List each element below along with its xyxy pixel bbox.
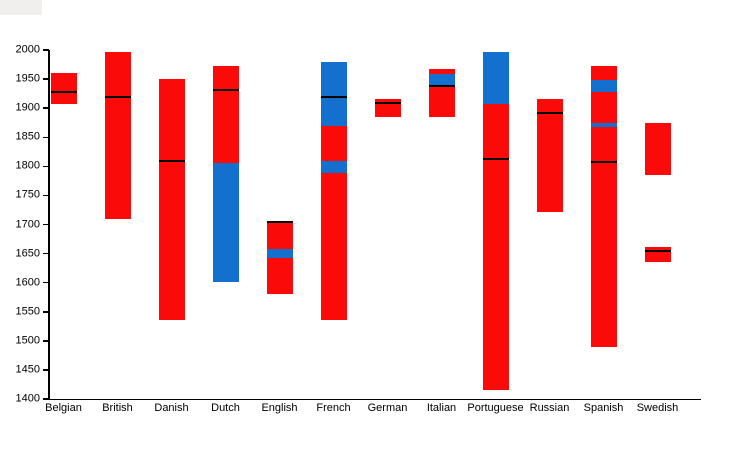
- bar-segment-french-red: [320, 172, 347, 321]
- bar-segment-french-blue: [320, 61, 347, 127]
- y-tick-1650: [43, 252, 49, 255]
- bar-segment-english-red: [266, 257, 293, 295]
- y-tick-1550: [43, 311, 49, 313]
- bar-segment-spanish-blue: [590, 80, 617, 92]
- y-tick-label-2000: 2000: [15, 43, 40, 56]
- y-tick-label-1650: 1650: [15, 247, 40, 260]
- y-tick-label-1950: 1950: [15, 72, 40, 85]
- bar-segment-french-blue: [320, 160, 347, 173]
- y-tick-label-1750: 1750: [15, 188, 40, 201]
- y-tick-1900: [43, 107, 49, 109]
- x-axis-label-belgian: Belgian: [45, 402, 82, 414]
- x-axis-label-italian: Italian: [426, 402, 457, 414]
- bar-segment-english-red: [266, 221, 293, 249]
- y-tick-1850: [43, 136, 49, 138]
- bar-segment-dutch-blue: [212, 163, 239, 283]
- y-tick-1450: [43, 369, 49, 371]
- bar-segment-spanish-red: [590, 65, 617, 81]
- bar-segment-danish-red: [158, 79, 185, 321]
- x-axis-label-spanish: Spanish: [583, 402, 624, 414]
- median-marker-russian: [536, 111, 563, 114]
- y-tick-label-1450: 1450: [15, 363, 40, 376]
- bar-segment-portuguese-red: [482, 103, 509, 391]
- y-tick-1800: [43, 165, 49, 168]
- bar-segment-british-red: [104, 52, 131, 220]
- y-tick-1700: [43, 223, 49, 226]
- median-marker-french: [320, 95, 347, 98]
- x-axis-line: [48, 398, 701, 400]
- y-tick-label-1800: 1800: [15, 159, 40, 172]
- x-axis-label-russian: Russian: [529, 402, 570, 414]
- y-tick-1500: [43, 340, 49, 342]
- y-tick-label-1600: 1600: [15, 276, 40, 289]
- window-corner-artifact: [0, 0, 42, 15]
- median-marker-swedish: [644, 249, 671, 252]
- bar-segment-italian-red: [428, 86, 455, 118]
- bar-segment-belgian-red: [50, 73, 77, 104]
- median-marker-danish: [158, 160, 185, 163]
- bar-segment-french-red: [320, 126, 347, 161]
- bar-segment-italian-red: [428, 69, 455, 74]
- x-axis-label-dutch: Dutch: [211, 402, 240, 414]
- median-marker-german: [374, 101, 401, 104]
- y-tick-label-1900: 1900: [15, 101, 40, 114]
- bar-segment-spanish-blue: [590, 123, 617, 127]
- bar-segment-english-blue: [266, 248, 293, 258]
- x-axis-label-portuguese: Portuguese: [467, 402, 524, 414]
- x-axis-label-english: English: [261, 402, 298, 414]
- bar-segment-portuguese-blue: [482, 51, 509, 104]
- y-tick-1950: [43, 78, 49, 80]
- x-axis-label-danish: Danish: [154, 402, 189, 414]
- median-marker-english: [266, 221, 293, 224]
- median-marker-belgian: [50, 90, 77, 93]
- y-tick-label-1700: 1700: [15, 218, 40, 230]
- bar-segment-dutch-red: [212, 65, 239, 164]
- median-marker-italian: [428, 85, 455, 88]
- bar-segment-italian-blue: [428, 73, 455, 87]
- x-axis-label-german: German: [367, 402, 408, 414]
- bar-segment-spanish-red: [590, 126, 617, 347]
- median-marker-portuguese: [482, 158, 509, 161]
- y-tick-1400: [43, 398, 49, 400]
- x-axis-label-british: British: [102, 402, 133, 414]
- y-tick-label-1500: 1500: [15, 334, 40, 347]
- y-tick-1600: [43, 281, 49, 284]
- y-tick-label-1400: 1400: [15, 392, 40, 405]
- y-tick-2000: [43, 49, 49, 51]
- y-tick-1750: [43, 194, 49, 197]
- bar-segment-spanish-red: [590, 91, 617, 124]
- x-axis-label-swedish: Swedish: [636, 402, 679, 414]
- x-axis-label-french: French: [316, 402, 351, 414]
- y-tick-label-1850: 1850: [15, 130, 40, 143]
- y-tick-label-1550: 1550: [15, 305, 40, 318]
- median-marker-dutch: [212, 89, 239, 92]
- median-marker-british: [104, 96, 131, 99]
- bar-segment-russian-red: [536, 99, 563, 213]
- bar-segment-swedish-red: [644, 122, 671, 176]
- median-marker-spanish: [590, 160, 617, 163]
